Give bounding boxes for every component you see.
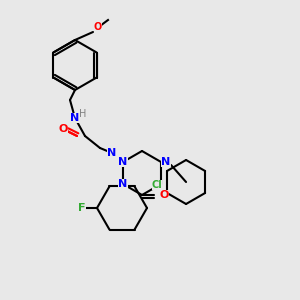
Text: N: N	[118, 179, 128, 189]
Text: N: N	[161, 157, 171, 167]
Text: N: N	[70, 113, 80, 123]
Text: N: N	[107, 148, 117, 158]
Text: Cl: Cl	[152, 180, 162, 190]
Text: N: N	[118, 157, 128, 167]
Text: F: F	[78, 203, 86, 213]
Text: O: O	[94, 22, 102, 32]
Text: H: H	[79, 109, 87, 119]
Text: O: O	[58, 124, 68, 134]
Text: O: O	[159, 190, 169, 200]
